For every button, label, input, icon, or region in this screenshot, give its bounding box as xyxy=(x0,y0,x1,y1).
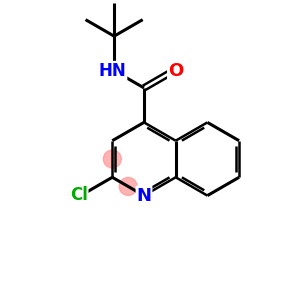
Text: HN: HN xyxy=(99,61,127,80)
Circle shape xyxy=(103,150,121,168)
Circle shape xyxy=(119,177,137,196)
Text: O: O xyxy=(168,62,183,80)
Text: Cl: Cl xyxy=(70,186,88,204)
Text: N: N xyxy=(136,187,152,205)
